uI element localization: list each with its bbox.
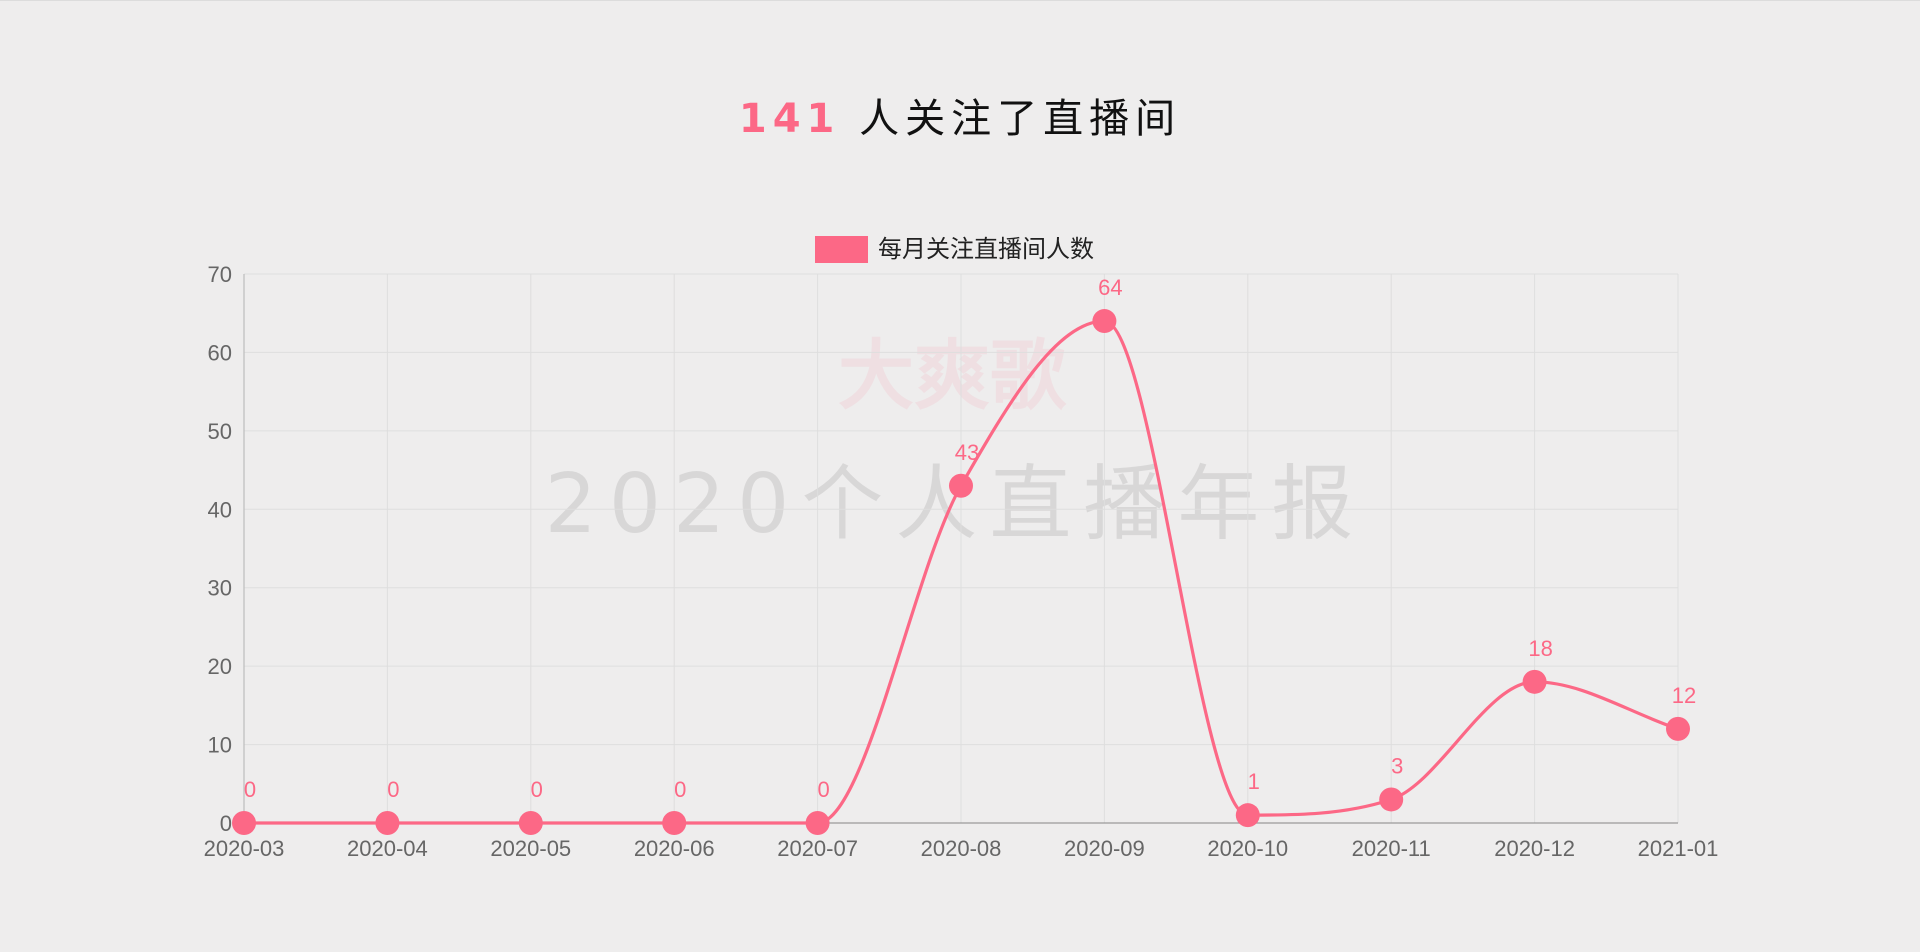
data-label: 64: [1098, 275, 1122, 300]
data-label: 0: [531, 777, 543, 802]
data-label: 0: [674, 777, 686, 802]
data-label: 0: [817, 777, 829, 802]
y-tick-label: 70: [208, 262, 232, 287]
x-tick-label: 2020-09: [1064, 836, 1145, 861]
x-tick-label: 2020-04: [347, 836, 428, 861]
data-point[interactable]: [1379, 787, 1404, 812]
data-point[interactable]: [949, 473, 973, 498]
title-text: 人关注了直播间: [859, 96, 1182, 142]
y-tick-label: 20: [208, 654, 232, 679]
data-label: 18: [1528, 636, 1552, 661]
data-label: 0: [244, 777, 256, 802]
grid: [243, 273, 1679, 824]
x-tick-label: 2020-05: [490, 836, 571, 861]
data-label: 12: [1672, 683, 1696, 708]
x-tick-label: 2020-07: [777, 836, 858, 861]
y-tick-label: 0: [220, 811, 232, 836]
page-title: 141 人关注了直播间: [0, 86, 1920, 144]
y-tick-label: 30: [208, 576, 232, 601]
data-label: 3: [1391, 753, 1403, 778]
watermark-subtitle: 2020个人直播年报: [545, 457, 1366, 552]
legend-swatch[interactable]: [815, 236, 868, 263]
x-tick-label: 2020-03: [204, 836, 285, 861]
y-tick-label: 40: [208, 497, 232, 522]
legend[interactable]: 每月关注直播间人数: [815, 235, 1094, 263]
data-label: 43: [955, 440, 979, 465]
y-tick-label: 50: [208, 419, 232, 444]
data-point[interactable]: [375, 811, 400, 835]
x-tick-label: 2020-12: [1494, 836, 1575, 861]
data-label: 0: [387, 777, 399, 802]
y-tick-label: 60: [208, 340, 232, 365]
legend-label[interactable]: 每月关注直播间人数: [878, 235, 1094, 263]
watermark-name: 大爽歌: [838, 331, 1067, 420]
x-tick-label: 2021-01: [1638, 836, 1719, 861]
data-point[interactable]: [518, 811, 543, 835]
x-tick-label: 2020-06: [634, 836, 715, 861]
data-point[interactable]: [1235, 803, 1260, 828]
data-point[interactable]: [1522, 669, 1547, 694]
data-labels: 0 0 0 0 0 43 64 1 3 18 12: [244, 275, 1696, 802]
data-label: 1: [1248, 769, 1260, 794]
follower-count: 141: [738, 96, 841, 142]
x-tick-label: 2020-11: [1352, 836, 1431, 861]
series: [232, 309, 1690, 835]
data-point[interactable]: [232, 811, 256, 835]
data-point[interactable]: [1666, 716, 1690, 741]
data-point[interactable]: [805, 811, 830, 835]
data-point[interactable]: [1092, 309, 1117, 334]
x-tick-label: 2020-10: [1207, 836, 1288, 861]
top-divider: [0, 0, 1920, 1]
data-point[interactable]: [662, 811, 687, 835]
y-tick-label: 10: [208, 733, 232, 758]
x-tick-label: 2020-08: [921, 836, 1002, 861]
